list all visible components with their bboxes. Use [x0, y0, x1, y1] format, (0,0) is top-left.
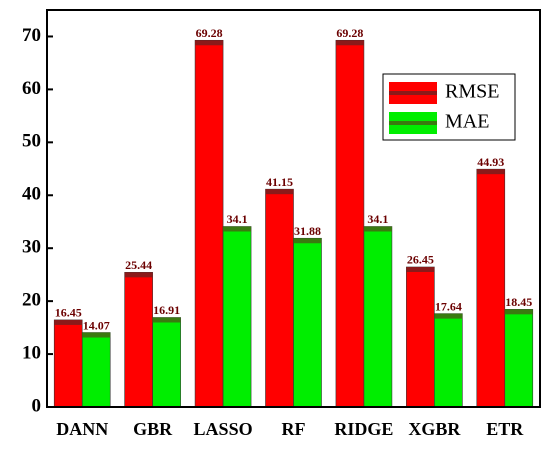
bar [194, 39, 224, 408]
bar [293, 237, 322, 408]
bar [476, 168, 506, 408]
x-tick-label: ETR [486, 419, 524, 439]
bar-cap [82, 332, 111, 338]
value-label: 69.28 [196, 26, 223, 40]
bar [335, 39, 365, 408]
value-label: 34.1 [227, 212, 248, 226]
plot-frame [46, 9, 541, 408]
bar-cap [293, 238, 322, 244]
value-label: 16.91 [153, 303, 180, 317]
x-tick-label: LASSO [194, 419, 253, 439]
bar [222, 226, 252, 408]
y-tick-label: 40 [22, 184, 41, 205]
legend-swatch-cap [389, 91, 437, 95]
bar-cap [406, 266, 435, 272]
bar [434, 313, 463, 408]
bar-cap [152, 317, 181, 323]
bar-cap [434, 313, 463, 319]
bar [406, 266, 435, 408]
x-tick-label: RF [282, 419, 306, 439]
bar-cap [124, 272, 153, 278]
y-tick-label: 0 [32, 395, 42, 416]
bar [363, 226, 393, 408]
y-tick-label: 70 [22, 25, 41, 46]
bar-cap [265, 189, 294, 195]
bar-cap [223, 226, 252, 232]
bar-cap [476, 169, 505, 175]
y-tick-label: 30 [22, 237, 41, 258]
legend-swatch-cap [389, 121, 437, 125]
y-tick-label: 50 [22, 131, 41, 152]
y-tick-label: 20 [22, 289, 41, 310]
value-label: 44.93 [477, 155, 504, 169]
value-label: 25.44 [125, 258, 152, 272]
bar-cap [54, 319, 83, 325]
bar [124, 272, 153, 408]
bar [53, 319, 83, 408]
value-label: 26.45 [407, 253, 434, 267]
value-label: 17.64 [435, 299, 462, 313]
value-label: 69.28 [336, 26, 363, 40]
value-label: 18.45 [505, 295, 532, 309]
bar-cap [504, 309, 533, 315]
legend-label: RMSE [445, 81, 499, 103]
x-tick-label: GBR [133, 419, 173, 439]
y-tick-label: 10 [22, 342, 41, 363]
value-label: 16.45 [55, 306, 82, 320]
bar [265, 188, 294, 408]
x-tick-label: RIDGE [334, 419, 393, 439]
legend-label: MAE [445, 111, 489, 133]
x-tick-label: DANN [56, 419, 108, 439]
bar-cap [363, 226, 392, 232]
y-tick-label: 60 [22, 78, 41, 99]
bar-cap [195, 40, 224, 46]
value-label: 41.15 [266, 175, 293, 189]
bar [504, 309, 534, 408]
bar [152, 317, 181, 408]
x-tick-label: XGBR [408, 419, 461, 439]
bar [81, 332, 111, 408]
value-label: 14.07 [83, 318, 110, 332]
value-label: 34.1 [367, 212, 388, 226]
value-label: 31.88 [294, 224, 321, 238]
bar-cap [335, 40, 364, 46]
